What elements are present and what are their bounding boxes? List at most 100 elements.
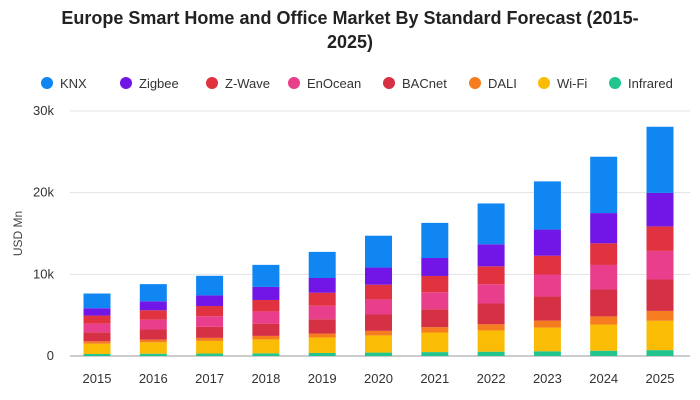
bar-zigbee-2025 bbox=[646, 192, 674, 227]
y-tick-label-2: 20k bbox=[33, 185, 54, 200]
bar-z-wave-2023 bbox=[533, 255, 561, 275]
bar-bacnet-2019 bbox=[308, 319, 336, 334]
bar-dali-2017 bbox=[196, 337, 224, 341]
bar-knx-2015 bbox=[83, 293, 111, 309]
bar-bacnet-2023 bbox=[533, 296, 561, 321]
legend-marker-wi-fi bbox=[538, 77, 550, 89]
legend-label-zigbee: Zigbee bbox=[139, 76, 179, 91]
bar-knx-2023 bbox=[533, 181, 561, 230]
bars bbox=[83, 126, 674, 356]
chart-title-line-2: 2025) bbox=[326, 32, 374, 52]
bar-infrared-2016 bbox=[139, 353, 167, 356]
bar-dali-2015 bbox=[83, 341, 111, 344]
legend-marker-zigbee bbox=[120, 77, 132, 89]
bar-z-wave-2016 bbox=[139, 310, 167, 320]
bar-bacnet-2015 bbox=[83, 332, 111, 342]
bar-z-wave-2021 bbox=[421, 275, 449, 293]
bar-z-wave-2020 bbox=[365, 284, 392, 300]
bar-knx-2019 bbox=[308, 251, 336, 279]
legend-label-enocean: EnOcean bbox=[307, 76, 361, 91]
bar-zigbee-2018 bbox=[252, 286, 280, 300]
legend: KNX Zigbee Z-Wave EnOcean BACnet DALI Wi-Fi Inf… bbox=[41, 76, 673, 91]
bar-wi-fi-2022 bbox=[477, 330, 505, 352]
y-tick-label-0: 0 bbox=[47, 348, 54, 363]
bar-z-wave-2024 bbox=[590, 243, 618, 265]
bar-zigbee-2022 bbox=[477, 244, 505, 267]
bar-wi-fi-2015 bbox=[83, 343, 111, 354]
bar-zigbee-2015 bbox=[83, 308, 111, 316]
bar-infrared-2015 bbox=[83, 353, 111, 356]
legend-label-wi-fi: Wi-Fi bbox=[557, 76, 587, 91]
bar-dali-2024 bbox=[590, 316, 618, 325]
x-tick-label-2017: 2017 bbox=[195, 371, 224, 386]
legend-label-infrared: Infrared bbox=[628, 76, 673, 91]
bar-bacnet-2018 bbox=[252, 323, 280, 336]
y-axis-title: USD Mn bbox=[11, 211, 25, 256]
bar-z-wave-2015 bbox=[83, 315, 111, 324]
x-tick-label-2024: 2024 bbox=[589, 371, 618, 386]
legend-marker-dali bbox=[469, 77, 481, 89]
x-tick-label-2016: 2016 bbox=[139, 371, 168, 386]
chart-title-line-1: Europe Smart Home and Office Market By S… bbox=[61, 8, 639, 28]
bar-zigbee-2023 bbox=[533, 229, 561, 256]
bar-dali-2020 bbox=[365, 330, 392, 336]
bar-knx-2018 bbox=[252, 264, 280, 287]
bar-wi-fi-2017 bbox=[196, 340, 224, 354]
bar-enocean-2024 bbox=[590, 264, 618, 290]
bar-wi-fi-2019 bbox=[308, 337, 336, 353]
bar-z-wave-2017 bbox=[196, 306, 224, 317]
bar-dali-2016 bbox=[139, 339, 167, 343]
bar-dali-2019 bbox=[308, 333, 336, 338]
legend-label-dali: DALI bbox=[488, 76, 517, 91]
legend-marker-z-wave bbox=[206, 77, 218, 89]
bar-bacnet-2024 bbox=[590, 289, 618, 317]
x-tick-label-2023: 2023 bbox=[533, 371, 562, 386]
bar-dali-2018 bbox=[252, 335, 280, 340]
legend-marker-knx bbox=[41, 77, 53, 89]
bar-enocean-2021 bbox=[421, 292, 449, 310]
bar-knx-2022 bbox=[477, 203, 505, 245]
bar-zigbee-2016 bbox=[139, 301, 167, 311]
bar-enocean-2023 bbox=[533, 274, 561, 297]
bar-wi-fi-2023 bbox=[533, 327, 561, 352]
x-tick-label-2025: 2025 bbox=[646, 371, 675, 386]
x-tick-label-2019: 2019 bbox=[308, 371, 337, 386]
bar-enocean-2015 bbox=[83, 323, 111, 333]
bar-wi-fi-2016 bbox=[139, 342, 167, 354]
bar-knx-2024 bbox=[590, 156, 618, 214]
bar-infrared-2020 bbox=[365, 352, 392, 356]
chart-title: Europe Smart Home and Office Market By S… bbox=[0, 6, 700, 54]
bar-enocean-2018 bbox=[252, 311, 280, 324]
bar-wi-fi-2021 bbox=[421, 332, 449, 353]
x-tick-label-2021: 2021 bbox=[420, 371, 449, 386]
bar-bacnet-2017 bbox=[196, 326, 224, 338]
bar-knx-2025 bbox=[646, 126, 674, 193]
bar-infrared-2023 bbox=[533, 351, 561, 356]
legend-marker-enocean bbox=[288, 77, 300, 89]
bar-wi-fi-2020 bbox=[365, 335, 392, 353]
bar-enocean-2022 bbox=[477, 284, 505, 304]
bar-knx-2016 bbox=[139, 284, 167, 302]
bar-zigbee-2017 bbox=[196, 295, 224, 307]
bar-dali-2025 bbox=[646, 310, 674, 321]
bar-knx-2021 bbox=[421, 222, 449, 258]
bar-bacnet-2021 bbox=[421, 309, 449, 328]
bar-dali-2021 bbox=[421, 327, 449, 333]
bar-bacnet-2016 bbox=[139, 329, 167, 340]
x-tick-label-2022: 2022 bbox=[477, 371, 506, 386]
axes: 0 10k 20k 30k USD Mn 2015 2016 2017 2018 2019 2020… bbox=[11, 103, 674, 386]
bar-z-wave-2022 bbox=[477, 266, 505, 285]
bar-bacnet-2020 bbox=[365, 314, 392, 331]
bar-z-wave-2018 bbox=[252, 299, 280, 312]
legend-label-z-wave: Z-Wave bbox=[225, 76, 270, 91]
legend-label-bacnet: BACnet bbox=[402, 76, 447, 91]
bar-enocean-2017 bbox=[196, 316, 224, 327]
bar-zigbee-2024 bbox=[590, 213, 618, 244]
bar-knx-2017 bbox=[196, 275, 224, 296]
bar-bacnet-2025 bbox=[646, 279, 674, 311]
bar-infrared-2019 bbox=[308, 352, 336, 356]
y-tick-label-3: 30k bbox=[33, 103, 54, 118]
bar-wi-fi-2024 bbox=[590, 324, 618, 351]
bar-wi-fi-2018 bbox=[252, 339, 280, 354]
